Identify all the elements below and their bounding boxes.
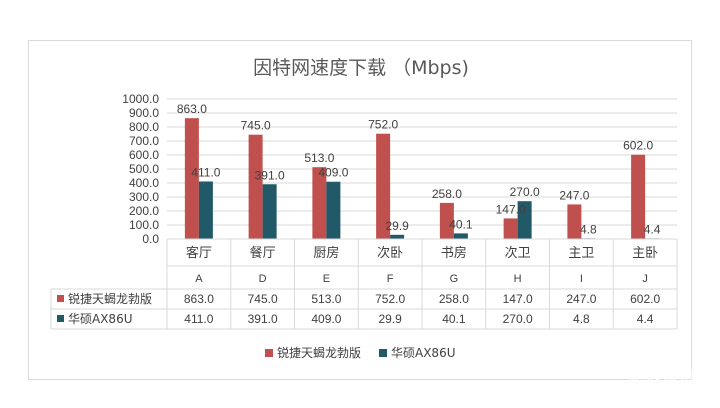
sub-category-label: H <box>514 273 522 285</box>
data-label: 4.4 <box>644 222 661 236</box>
y-tick-label: 300.0 <box>129 190 159 204</box>
y-tick-label: 700.0 <box>129 134 159 148</box>
table-cell: 258.0 <box>439 292 469 306</box>
table-cell: 29.9 <box>378 312 402 326</box>
data-label: 391.0 <box>255 168 285 182</box>
category-label: 书房 <box>441 245 467 261</box>
table-cell: 411.0 <box>184 312 213 326</box>
bar <box>376 133 391 239</box>
table-legend-key <box>57 295 64 302</box>
table-series-name: 锐捷天蝎龙勃版 <box>68 292 152 306</box>
bars <box>184 118 660 239</box>
y-axis-ticks: 1000.0900.0800.0700.0600.0500.0400.0300.… <box>122 92 159 246</box>
table-cell: 409.0 <box>311 312 341 326</box>
data-label: 411.0 <box>191 165 220 179</box>
sub-category-label: I <box>580 273 583 285</box>
sub-category-label: J <box>642 273 648 285</box>
data-label: 29.9 <box>385 219 409 233</box>
data-label: 745.0 <box>241 119 271 133</box>
y-tick-label: 400.0 <box>129 176 159 190</box>
data-label: 40.1 <box>449 217 473 231</box>
category-label: 厨房 <box>313 245 339 261</box>
legend-swatch <box>265 349 273 357</box>
y-tick-label: 900.0 <box>129 106 159 120</box>
category-label: 次卧 <box>377 245 403 261</box>
table-cell: 391.0 <box>248 312 278 326</box>
y-tick-label: 600.0 <box>129 148 159 162</box>
category-label: 次卫 <box>505 245 531 261</box>
bar <box>453 233 468 239</box>
y-tick-label: 500.0 <box>129 162 159 176</box>
data-label: 270.0 <box>510 185 540 199</box>
data-labels: 863.0 745.0 513.0 752.0 258.0 147.0 247.0 602.0… <box>177 102 661 236</box>
bar <box>262 184 277 239</box>
legend-label: 华硕AX86U <box>391 346 455 360</box>
bar <box>312 167 327 239</box>
bar <box>184 118 199 239</box>
sub-category-label: A <box>195 273 203 285</box>
bar <box>439 202 454 239</box>
y-tick-label: 0.0 <box>142 232 159 246</box>
y-tick-label: 100.0 <box>129 218 159 232</box>
y-tick-label: 200.0 <box>129 204 159 218</box>
watermark-text: 新浪众测 <box>628 367 696 387</box>
sub-category-label: D <box>259 273 267 285</box>
data-label: 4.8 <box>580 222 597 236</box>
sub-category-label: F <box>387 273 394 285</box>
table-cell: 863.0 <box>184 292 214 306</box>
category-label: 客厅 <box>186 245 212 261</box>
table-cell: 513.0 <box>311 292 341 306</box>
bar <box>390 234 405 239</box>
bar <box>631 154 646 239</box>
bar <box>517 201 532 239</box>
sub-category-label: G <box>450 273 459 285</box>
chart-title: 因特网速度下载 （Mbps) <box>253 57 469 79</box>
category-label: 餐厅 <box>250 245 276 261</box>
table-cell: 752.0 <box>375 292 405 306</box>
data-label: 513.0 <box>304 151 334 165</box>
category-label: 主卫 <box>568 246 594 261</box>
category-label: 主卧 <box>632 246 658 261</box>
data-label: 247.0 <box>559 188 589 202</box>
bar <box>248 134 263 239</box>
data-label: 602.0 <box>623 139 653 153</box>
data-label: 409.0 <box>318 166 348 180</box>
bar <box>326 181 341 239</box>
table-cell: 147.0 <box>503 292 533 306</box>
table-cell: 270.0 <box>503 312 533 326</box>
data-label: 863.0 <box>177 102 207 116</box>
bar-chart: 因特网速度下载 （Mbps) 1000.0900.0800.0700.0600.… <box>50 57 678 360</box>
table-series-name: 华硕AX86U <box>68 312 132 326</box>
bar <box>567 204 582 239</box>
table-cell: 247.0 <box>566 292 596 306</box>
table-cell: 4.4 <box>637 312 654 326</box>
legend-swatch <box>379 349 387 357</box>
data-label: 147.0 <box>496 202 526 216</box>
y-tick-label: 800.0 <box>129 120 159 134</box>
data-table: 客厅 A 餐厅 D 厨房 E 次卧 F 书房 G 次卫 H 主卫 I 主卧 J 锐捷天蝎龙勃版 863.0 745.… <box>50 238 678 330</box>
bar <box>503 218 518 239</box>
table-cell: 4.8 <box>573 312 590 326</box>
data-label: 258.0 <box>432 187 462 201</box>
table-legend-key <box>57 315 64 322</box>
table-cell: 40.1 <box>442 312 466 326</box>
chart-frame: 因特网速度下载 （Mbps) 1000.0 900.0 800.0 700.0 600.… <box>28 40 692 380</box>
table-cell: 602.0 <box>630 292 660 306</box>
y-tick-label: 1000.0 <box>122 92 159 106</box>
data-label: 752.0 <box>368 118 398 132</box>
sub-category-label: E <box>323 273 330 285</box>
watermark: 新浪众测 <box>628 367 696 387</box>
bar <box>198 181 213 239</box>
legend: 锐捷天蝎龙勃版 华硕AX86U <box>265 346 455 360</box>
legend-label: 锐捷天蝎龙勃版 <box>277 346 361 360</box>
table-cell: 745.0 <box>248 292 278 306</box>
